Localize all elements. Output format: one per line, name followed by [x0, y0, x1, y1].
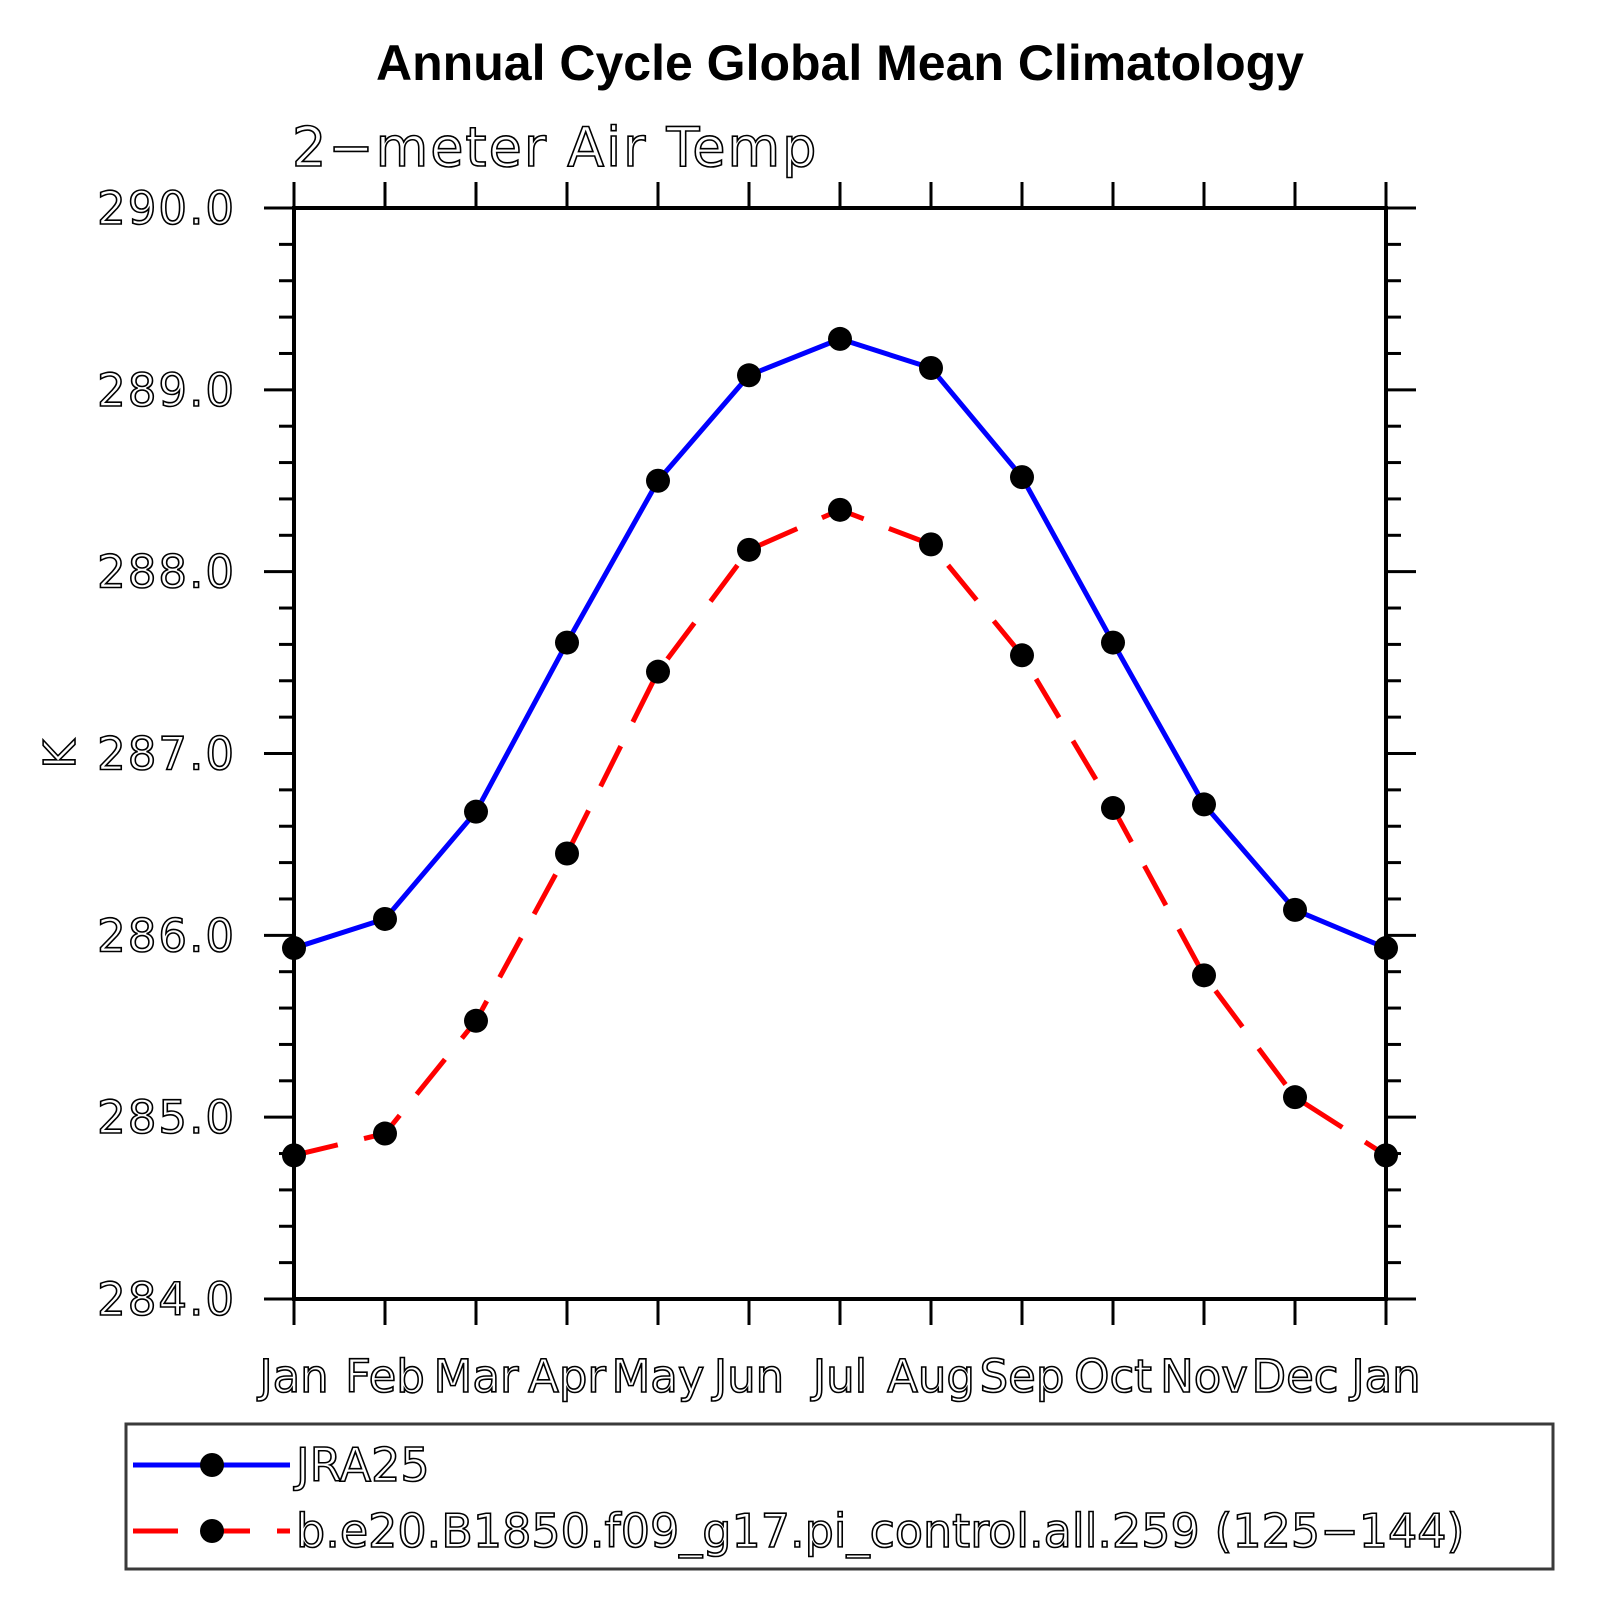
x-tick-label: Mar	[434, 1350, 519, 1403]
y-tick-label: 285.0	[97, 1091, 236, 1144]
x-tick-label: Sep	[980, 1350, 1065, 1403]
data-point-jra25	[1283, 897, 1307, 922]
y-axis-tick-labels: 284.0 285.0 286.0 287.0 288.0 289.0 290.0	[96, 181, 236, 1327]
data-series	[282, 326, 1398, 1168]
data-point-jra25	[737, 363, 761, 388]
legend-marker-jra25	[200, 1453, 224, 1477]
y-tick-label: 290.0	[97, 182, 236, 235]
y-tick-label: 286.0	[97, 909, 236, 962]
chart-title: Annual Cycle Global Mean Climatology	[376, 35, 1304, 91]
data-point-jra25	[1374, 936, 1398, 961]
data-point-jra25	[919, 356, 943, 381]
x-tick-label: Jan	[1348, 1350, 1420, 1403]
data-point-b-e20-b1850-pi-control	[1374, 1143, 1398, 1168]
data-point-jra25	[464, 799, 488, 824]
x-axis-ticks	[292, 182, 1388, 1325]
x-tick-label: Feb	[345, 1350, 425, 1403]
x-tick-label: May	[611, 1350, 704, 1403]
chart-subtitle: 2−meter Air Temp	[292, 116, 818, 179]
data-point-jra25	[646, 468, 670, 493]
data-point-jra25	[555, 630, 579, 655]
x-tick-label: Oct	[1074, 1350, 1152, 1403]
y-tick-label: 289.0	[97, 364, 236, 417]
data-point-b-e20-b1850-pi-control	[1283, 1085, 1307, 1110]
data-point-b-e20-b1850-pi-control	[1010, 643, 1034, 668]
data-point-b-e20-b1850-pi-control	[555, 841, 579, 866]
x-tick-label: Aug	[887, 1350, 975, 1403]
y-axis-ticks	[264, 206, 1416, 1301]
x-tick-label: Jan	[256, 1350, 328, 1403]
x-tick-label: Dec	[1251, 1350, 1338, 1403]
data-point-jra25	[1010, 465, 1034, 490]
data-point-b-e20-b1850-pi-control	[373, 1121, 397, 1146]
data-point-jra25	[1101, 630, 1125, 655]
legend-label-model: b.e20.B1850.f09_g17.pi_control.all.259 (…	[296, 1504, 1465, 1558]
data-point-b-e20-b1850-pi-control	[646, 659, 670, 684]
plot-frame	[292, 206, 1388, 1301]
x-tick-label: Apr	[528, 1350, 606, 1403]
legend-marker-model	[200, 1519, 224, 1543]
x-axis-tick-labels: Jan Feb Mar Apr May Jun Jul Aug Sep Oct Nov Dec Jan	[256, 1349, 1422, 1404]
data-point-b-e20-b1850-pi-control	[464, 1008, 488, 1033]
legend: JRA25 b.e20.B1850.f09_g17.pi_control.all…	[124, 1422, 1555, 1571]
data-point-b-e20-b1850-pi-control	[1101, 796, 1125, 821]
y-tick-label: 284.0	[97, 1273, 236, 1326]
data-point-jra25	[828, 326, 852, 351]
x-tick-label: Jun	[711, 1350, 784, 1403]
data-point-b-e20-b1850-pi-control	[828, 497, 852, 522]
legend-label-jra25: JRA25	[293, 1438, 430, 1492]
data-point-b-e20-b1850-pi-control	[282, 1143, 306, 1168]
x-tick-label: Jul	[810, 1350, 867, 1403]
data-point-jra25	[1192, 792, 1216, 817]
y-axis-label: K	[35, 738, 86, 768]
y-tick-label: 287.0	[97, 728, 236, 781]
legend-box	[124, 1422, 1555, 1571]
data-point-b-e20-b1850-pi-control	[919, 532, 943, 557]
data-point-jra25	[373, 906, 397, 931]
y-tick-label: 288.0	[97, 546, 236, 599]
data-point-b-e20-b1850-pi-control	[737, 537, 761, 562]
data-point-b-e20-b1850-pi-control	[1192, 963, 1216, 988]
series-line-jra25	[293, 336, 1387, 951]
data-point-jra25	[282, 936, 306, 961]
x-tick-label: Nov	[1160, 1350, 1248, 1403]
